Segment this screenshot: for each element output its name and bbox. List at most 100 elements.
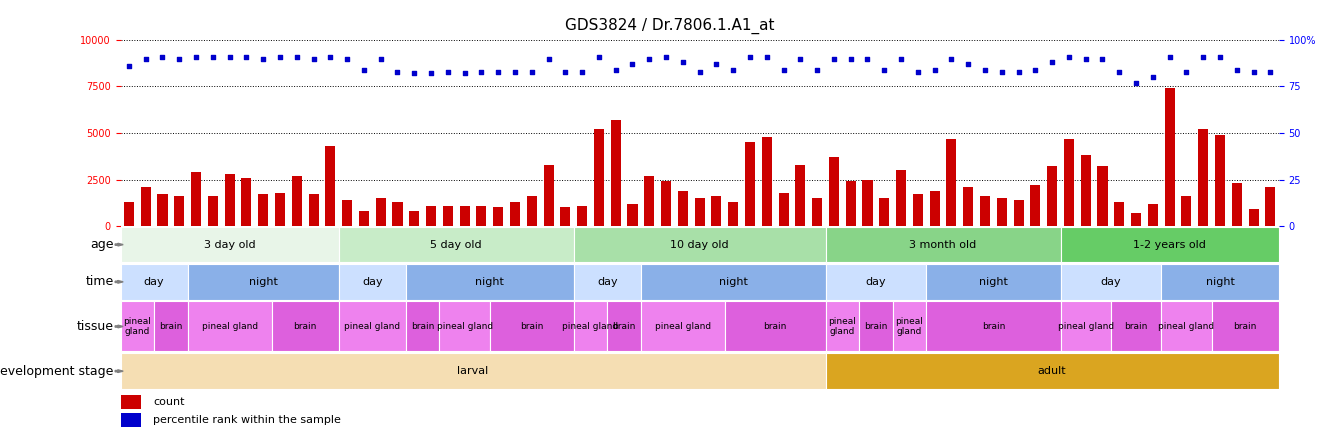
Point [118, 63, 139, 70]
Bar [728, 202, 738, 226]
Bar [611, 120, 621, 226]
Point [857, 55, 878, 62]
Text: pineal gland: pineal gland [1158, 322, 1214, 331]
Text: day: day [597, 277, 617, 287]
Bar [1181, 196, 1192, 226]
Text: brain: brain [612, 322, 636, 331]
Bar [439, 301, 490, 352]
Bar [595, 129, 604, 226]
Bar [724, 301, 826, 352]
Point [1109, 68, 1130, 75]
Bar [121, 301, 154, 352]
Point [521, 68, 542, 75]
Bar [826, 301, 860, 352]
Bar [678, 190, 688, 226]
Bar [927, 264, 1060, 300]
Bar [573, 264, 641, 300]
Text: brain: brain [1233, 322, 1257, 331]
Point [957, 60, 979, 67]
Bar [573, 301, 608, 352]
Bar [1114, 202, 1125, 226]
Bar [477, 206, 486, 226]
Bar [359, 211, 370, 226]
Bar [258, 194, 268, 226]
Bar [121, 264, 187, 300]
Point [1176, 68, 1197, 75]
Bar [980, 196, 990, 226]
Bar [608, 301, 641, 352]
Text: adult: adult [1038, 366, 1066, 376]
Bar [744, 142, 755, 226]
Bar [339, 227, 573, 262]
Text: tissue: tissue [76, 320, 114, 333]
Bar [644, 176, 655, 226]
Bar [1030, 185, 1040, 226]
Bar [121, 395, 142, 409]
Bar [174, 196, 185, 226]
Point [639, 55, 660, 62]
Text: pineal
gland: pineal gland [123, 317, 151, 336]
Bar [406, 264, 573, 300]
Point [218, 53, 240, 60]
Point [303, 55, 324, 62]
Bar [292, 176, 301, 226]
Bar [896, 170, 907, 226]
Text: brain: brain [293, 322, 317, 331]
Bar [1212, 301, 1279, 352]
Bar [1265, 187, 1275, 226]
Point [890, 55, 912, 62]
Bar [963, 187, 973, 226]
Point [320, 53, 341, 60]
Bar [947, 139, 956, 226]
Point [554, 68, 576, 75]
Bar [339, 264, 406, 300]
Point [1125, 79, 1146, 86]
Text: night: night [979, 277, 1008, 287]
Text: pineal
gland: pineal gland [829, 317, 856, 336]
Text: day: day [362, 277, 383, 287]
Point [1058, 53, 1079, 60]
Point [773, 66, 794, 73]
Point [169, 55, 190, 62]
Bar [1165, 88, 1174, 226]
Point [924, 66, 945, 73]
Point [790, 55, 811, 62]
Bar [778, 193, 789, 226]
Point [1091, 55, 1113, 62]
Point [572, 68, 593, 75]
Bar [1232, 183, 1241, 226]
Point [1075, 55, 1097, 62]
Text: brain: brain [159, 322, 182, 331]
Text: 3 day old: 3 day old [204, 240, 256, 250]
Bar [141, 187, 151, 226]
Bar [191, 172, 201, 226]
Bar [829, 157, 840, 226]
Bar [490, 301, 573, 352]
Text: night: night [475, 277, 505, 287]
Point [135, 55, 157, 62]
Bar [406, 301, 439, 352]
Bar [443, 206, 453, 226]
Bar [208, 196, 218, 226]
Point [454, 70, 475, 77]
Point [403, 70, 424, 77]
Point [1042, 59, 1063, 66]
Bar [341, 200, 352, 226]
Bar [1098, 166, 1107, 226]
Text: pineal gland: pineal gland [655, 322, 711, 331]
Bar [811, 198, 822, 226]
Bar [661, 181, 671, 226]
Text: pineal gland: pineal gland [562, 322, 619, 331]
Bar [560, 207, 570, 226]
Text: count: count [153, 397, 185, 407]
Text: pineal gland: pineal gland [1058, 322, 1114, 331]
Point [975, 66, 996, 73]
Point [723, 66, 744, 73]
Bar [695, 198, 704, 226]
Bar [1148, 204, 1158, 226]
Point [505, 68, 526, 75]
Bar [121, 412, 142, 428]
Bar [1214, 135, 1225, 226]
Point [487, 68, 509, 75]
Bar [1111, 301, 1161, 352]
